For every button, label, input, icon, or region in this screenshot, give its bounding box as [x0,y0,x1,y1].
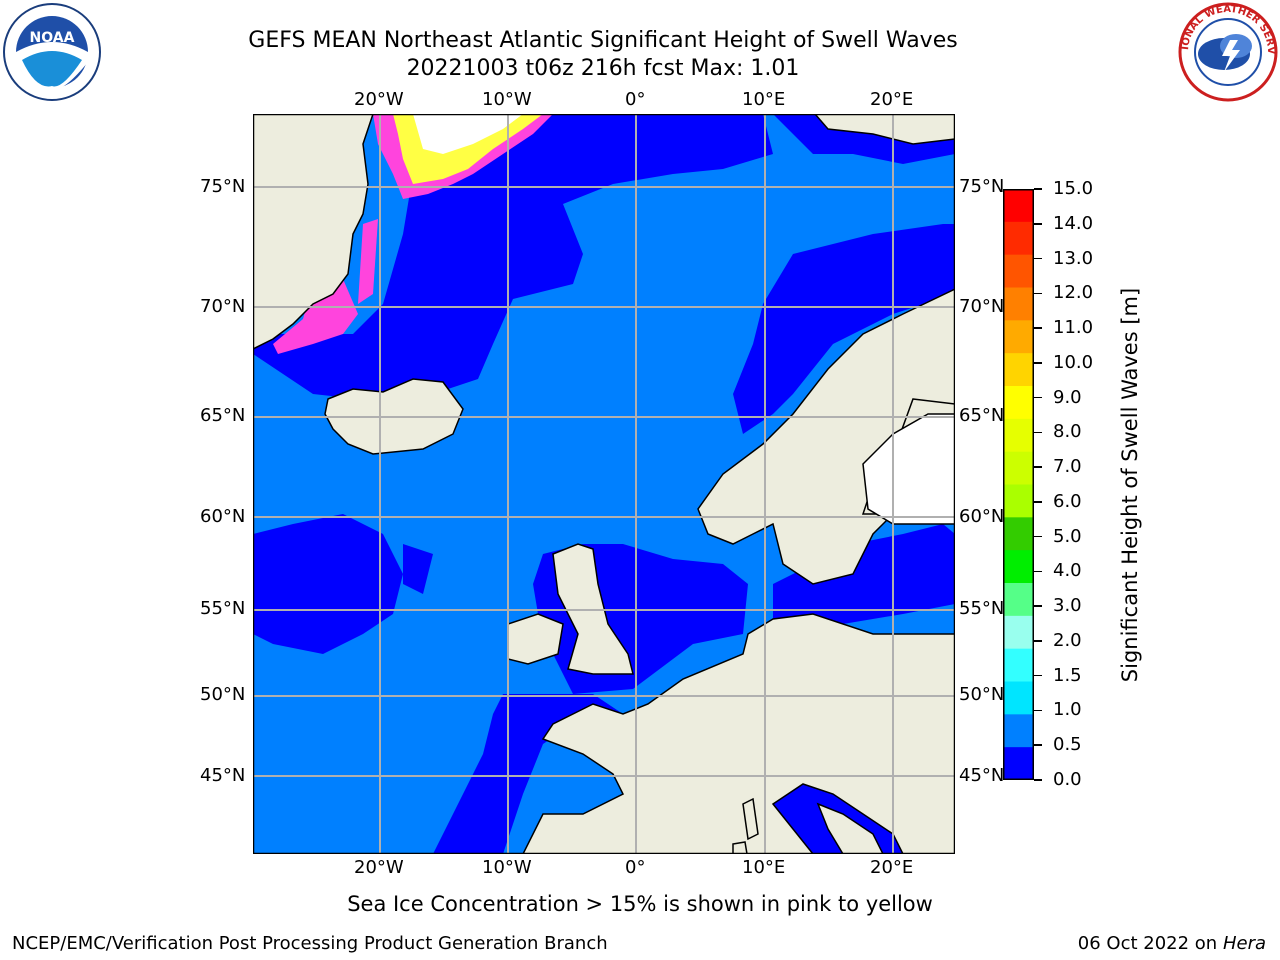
lat-label-right: 60°N [959,506,1005,527]
colorbar-swatch [1003,484,1034,518]
lat-label-right: 50°N [959,684,1005,705]
nws-logo: NATIONAL WEATHER SERVICE [1174,0,1278,102]
colorbar-tick-label: 1.5 [1053,664,1082,686]
colorbar-tick-label: 8.0 [1053,421,1082,443]
colorbar-swatch [1003,517,1034,551]
colorbar-tick [1034,257,1042,260]
lon-label-top: 10°E [742,89,786,110]
colorbar-tick-label: 9.0 [1053,386,1082,408]
colorbar-tick-label: 14.0 [1053,212,1094,234]
colorbar-tick-label: 2.0 [1053,629,1082,651]
footer-date: 06 Oct 2022 on Hera [1078,933,1266,955]
colorbar-swatch [1003,451,1034,485]
lat-label-left: 60°N [200,506,246,527]
colorbar [1003,189,1034,780]
lat-label-left: 50°N [200,684,246,705]
lon-label-bottom: 0° [625,857,646,878]
lon-label-bottom: 20°E [870,857,914,878]
lat-label-left: 55°N [200,598,246,619]
lon-label-bottom: 10°E [742,857,786,878]
colorbar-tick [1034,223,1042,225]
colorbar-tick-label: 10.0 [1053,351,1094,373]
colorbar-tick [1034,501,1042,503]
footer-date-text: 06 Oct 2022 on [1077,933,1223,954]
colorbar-swatch [1003,583,1034,617]
gridlines [253,114,955,854]
colorbar-swatch [1003,648,1034,682]
chart-title: GEFS MEAN Northeast Atlantic Significant… [248,28,958,53]
colorbar-tick [1034,188,1042,190]
colorbar-swatch [1003,320,1034,354]
lat-label-right: 55°N [959,598,1005,619]
colorbar-swatch [1003,747,1034,780]
colorbar-tick-label: 6.0 [1053,490,1082,512]
lat-label-left: 65°N [200,405,246,426]
colorbar-tick [1034,362,1042,364]
colorbar-tick [1034,535,1042,538]
colorbar-tick [1034,327,1042,329]
noaa-logo: NOAA [2,2,102,102]
lon-label-bottom: 10°W [482,857,532,878]
lat-label-left: 75°N [200,176,246,197]
colorbar-tick-label: 11.0 [1053,317,1094,339]
colorbar-tick [1034,292,1042,295]
colorbar-tick [1034,396,1042,399]
sea-ice-note: Sea Ice Concentration > 15% is shown in … [347,892,933,916]
colorbar-swatch [1003,714,1034,748]
colorbar-swatch [1003,189,1034,223]
baltic-gulf [862,413,955,525]
colorbar-swatch [1003,550,1034,584]
colorbar-tick [1034,779,1042,781]
swell-height-map [253,114,955,854]
colorbar-tick [1034,605,1042,607]
colorbar-tick-label: 13.0 [1053,247,1094,269]
colorbar-tick [1034,466,1042,468]
colorbar-tick [1034,570,1042,573]
svg-text:NOAA: NOAA [30,30,75,46]
lat-label-right: 70°N [959,296,1005,317]
lon-label-top: 0° [625,89,646,110]
colorbar-tick-label: 5.0 [1053,525,1082,547]
colorbar-tick-label: 4.0 [1053,560,1082,582]
colorbar-tick-label: 15.0 [1053,178,1094,199]
colorbar-swatch [1003,353,1034,387]
lon-label-top: 20°E [870,89,914,110]
lat-label-right: 75°N [959,176,1005,197]
lon-label-top: 10°W [482,89,532,110]
colorbar-tick [1034,640,1042,642]
chart-subtitle: 20221003 t06z 216h fcst Max: 1.01 [406,56,800,81]
colorbar-swatch [1003,287,1034,321]
colorbar-tick-label: 7.0 [1053,456,1082,478]
colorbar-tick [1034,431,1042,434]
colorbar-swatch [1003,386,1034,420]
colorbar-tick [1034,744,1042,746]
colorbar-title: Significant Height of Swell Waves [m] [1118,287,1142,683]
lon-label-bottom: 20°W [354,857,404,878]
colorbar-tick-label: 3.0 [1053,595,1082,617]
footer-host: Hera [1222,933,1266,954]
lat-label-right: 65°N [959,405,1005,426]
colorbar-swatch [1003,221,1034,256]
lat-label-left: 70°N [200,296,246,317]
colorbar-swatch [1003,254,1034,288]
colorbar-swatch [1003,681,1034,715]
footer-credit: NCEP/EMC/Verification Post Processing Pr… [12,933,608,954]
colorbar-tick [1034,674,1042,677]
lat-label-left: 45°N [200,765,246,786]
lon-label-top: 20°W [354,89,404,110]
colorbar-tick [1034,709,1042,712]
colorbar-tick-label: 12.0 [1053,282,1094,304]
colorbar-tick-label: 0.5 [1053,734,1082,756]
colorbar-tick-label: 0.0 [1053,769,1082,790]
colorbar-swatch [1003,418,1034,453]
colorbar-swatch [1003,615,1034,650]
lat-label-right: 45°N [959,765,1005,786]
colorbar-tick-label: 1.0 [1053,699,1082,721]
